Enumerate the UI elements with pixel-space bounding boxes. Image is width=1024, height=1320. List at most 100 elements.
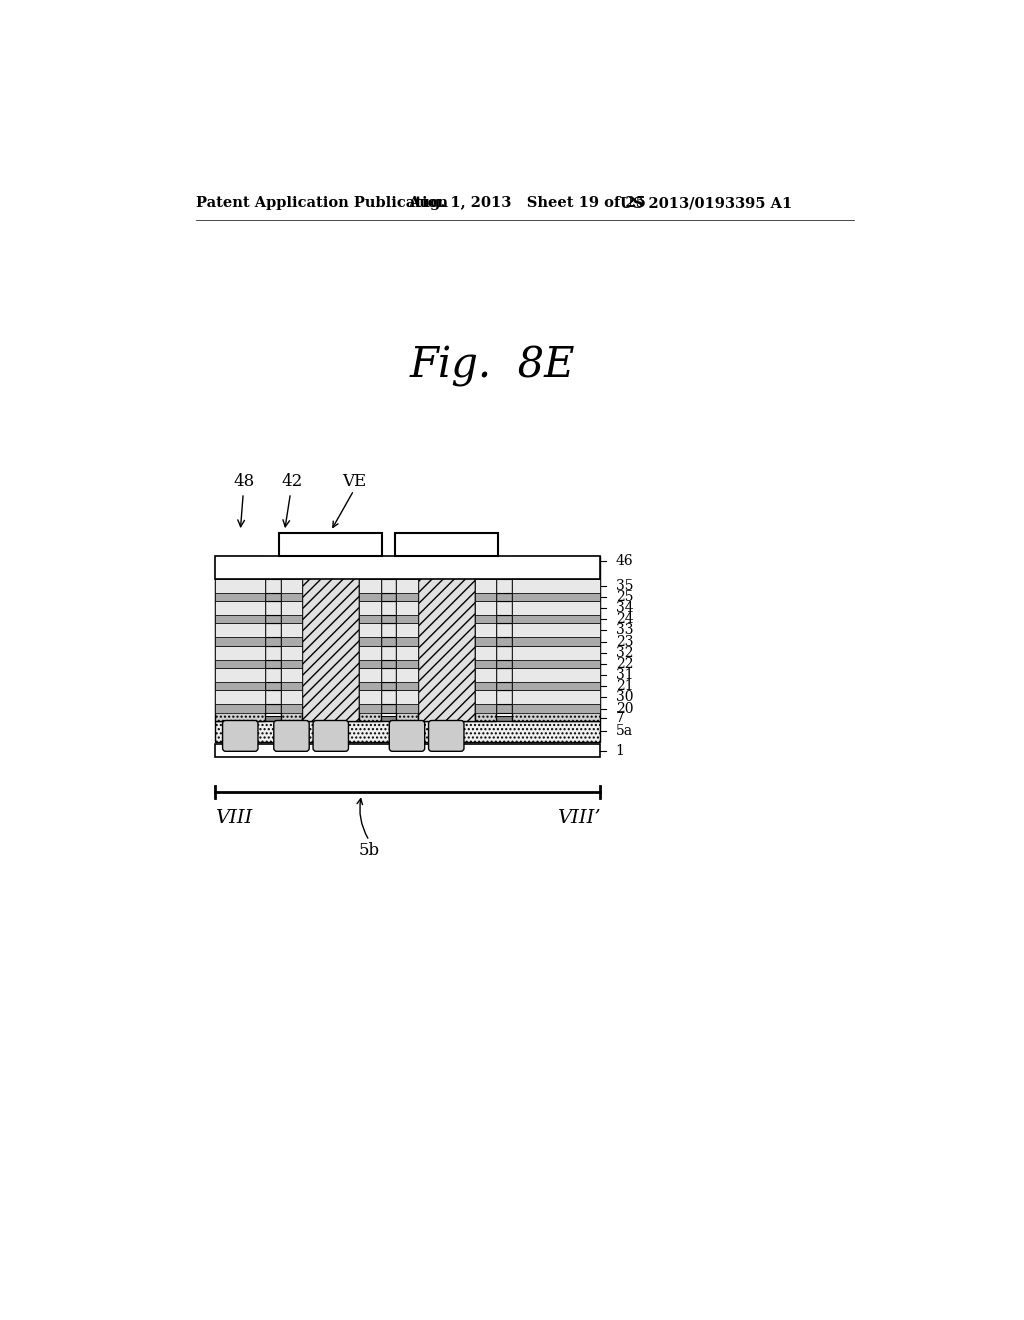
Bar [281, 645, 302, 660]
Text: Patent Application Publication: Patent Application Publication [196, 197, 449, 210]
Bar [359, 556, 381, 721]
Bar [396, 660, 418, 668]
Bar [512, 556, 600, 721]
Bar [475, 578, 497, 593]
Bar [512, 705, 600, 713]
Text: 20: 20 [615, 701, 633, 715]
Bar [512, 660, 600, 668]
Bar [359, 623, 381, 638]
Bar [215, 578, 265, 593]
FancyBboxPatch shape [313, 721, 348, 751]
Bar [215, 668, 600, 682]
Bar [280, 533, 382, 556]
Bar [396, 645, 418, 660]
Bar [215, 682, 600, 690]
Bar [396, 668, 418, 682]
Bar [512, 623, 600, 638]
Bar [396, 682, 418, 690]
Bar [475, 682, 497, 690]
Bar [359, 645, 381, 660]
Bar [215, 660, 265, 668]
FancyBboxPatch shape [222, 721, 258, 751]
Text: 24: 24 [615, 612, 633, 626]
Bar [396, 638, 418, 645]
Text: 33: 33 [615, 623, 633, 638]
Bar [475, 623, 497, 638]
Bar [215, 593, 600, 601]
Text: 25: 25 [615, 590, 633, 605]
Bar [215, 601, 600, 615]
Bar [215, 660, 600, 668]
Bar [281, 638, 302, 645]
Bar [281, 593, 302, 601]
Bar [215, 638, 265, 645]
Bar [281, 668, 302, 682]
Text: 22: 22 [615, 657, 633, 671]
Text: Aug. 1, 2013   Sheet 19 of 25: Aug. 1, 2013 Sheet 19 of 25 [408, 197, 646, 210]
Text: Fig.  8E: Fig. 8E [410, 346, 574, 387]
Text: 35: 35 [615, 578, 633, 593]
Bar [512, 638, 600, 645]
Bar [396, 690, 418, 705]
Bar [475, 556, 497, 721]
Text: 30: 30 [615, 690, 633, 705]
Bar [215, 705, 265, 713]
Text: 31: 31 [615, 668, 633, 682]
Bar [215, 645, 265, 660]
Bar [359, 578, 381, 593]
Bar [281, 556, 302, 721]
Text: 46: 46 [615, 554, 633, 569]
Bar [281, 578, 302, 593]
Bar [512, 645, 600, 660]
Text: 42: 42 [282, 474, 303, 527]
Bar [215, 690, 600, 705]
Bar [359, 668, 381, 682]
Bar [396, 623, 418, 638]
Text: 48: 48 [233, 474, 255, 527]
Bar [394, 533, 498, 556]
FancyBboxPatch shape [429, 721, 464, 751]
Bar [418, 556, 475, 721]
Bar [215, 623, 600, 638]
Bar [359, 705, 381, 713]
Bar [215, 593, 265, 601]
Bar [215, 721, 600, 742]
Bar [359, 690, 381, 705]
Bar [215, 705, 600, 713]
FancyBboxPatch shape [389, 721, 425, 751]
Bar [281, 623, 302, 638]
Bar [215, 578, 600, 593]
Bar [359, 615, 381, 623]
Bar [215, 623, 265, 638]
Bar [215, 743, 600, 758]
Bar [215, 690, 265, 705]
Bar [281, 601, 302, 615]
Bar [475, 705, 497, 713]
Text: 34: 34 [615, 601, 633, 615]
Bar [475, 690, 497, 705]
Bar [475, 638, 497, 645]
Text: 23: 23 [615, 635, 633, 648]
Bar [281, 615, 302, 623]
Bar [215, 668, 265, 682]
Bar [475, 601, 497, 615]
Bar [396, 593, 418, 601]
Bar [215, 556, 600, 578]
Bar [512, 668, 600, 682]
Bar [396, 556, 418, 721]
Bar [512, 682, 600, 690]
FancyBboxPatch shape [273, 721, 309, 751]
Bar [215, 615, 265, 623]
Bar [475, 668, 497, 682]
Bar [396, 578, 418, 593]
Bar [215, 682, 265, 690]
Bar [302, 556, 359, 721]
Bar [396, 705, 418, 713]
Bar [359, 660, 381, 668]
Text: VE: VE [342, 474, 366, 490]
Bar [215, 556, 265, 721]
Bar [359, 601, 381, 615]
Bar [359, 593, 381, 601]
Bar [512, 593, 600, 601]
Text: VIII: VIII [215, 809, 253, 828]
